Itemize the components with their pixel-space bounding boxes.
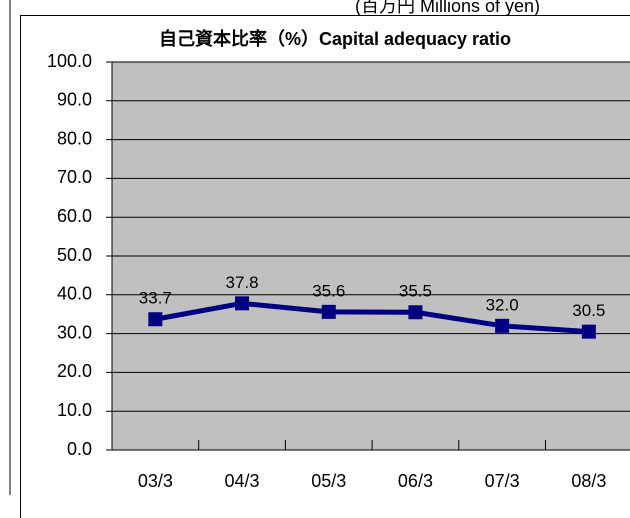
point-marker <box>581 324 596 339</box>
y-tick-label: 50.0 <box>57 245 92 265</box>
point-marker <box>235 296 250 311</box>
data-label: 37.8 <box>226 273 259 292</box>
y-tick-label: 10.0 <box>57 400 92 420</box>
y-tick-label: 20.0 <box>57 361 92 381</box>
data-label: 33.7 <box>139 289 172 308</box>
data-label: 30.5 <box>572 301 605 320</box>
series-line <box>154 300 590 335</box>
x-tick-label: 03/3 <box>138 471 173 491</box>
y-tick-label: 60.0 <box>57 206 92 226</box>
x-tick-label: 08/3 <box>571 471 606 491</box>
y-tick-label: 40.0 <box>57 284 92 304</box>
chart-title: 自己資本比率（%）Capital adequacy ratio <box>159 28 511 49</box>
unit-note: (百万円 Millions of yen) <box>355 0 540 16</box>
point-marker <box>495 318 510 333</box>
point-marker <box>321 304 336 319</box>
y-tick-label: 90.0 <box>57 90 92 110</box>
y-tick-label: 70.0 <box>57 167 92 187</box>
data-label: 35.6 <box>312 281 345 300</box>
x-tick-label: 07/3 <box>485 471 520 491</box>
y-tick-label: 0.0 <box>67 439 92 459</box>
y-tick-label: 30.0 <box>57 322 92 342</box>
x-tick-label: 04/3 <box>225 471 260 491</box>
point-marker <box>408 305 423 320</box>
x-tick-label: 05/3 <box>311 471 346 491</box>
y-tick-label: 80.0 <box>57 128 92 148</box>
y-tick-label: 100.0 <box>47 51 92 71</box>
x-tick-label: 06/3 <box>398 471 433 491</box>
data-label: 32.0 <box>486 295 519 314</box>
data-label: 35.5 <box>399 282 432 301</box>
point-marker <box>148 312 163 327</box>
